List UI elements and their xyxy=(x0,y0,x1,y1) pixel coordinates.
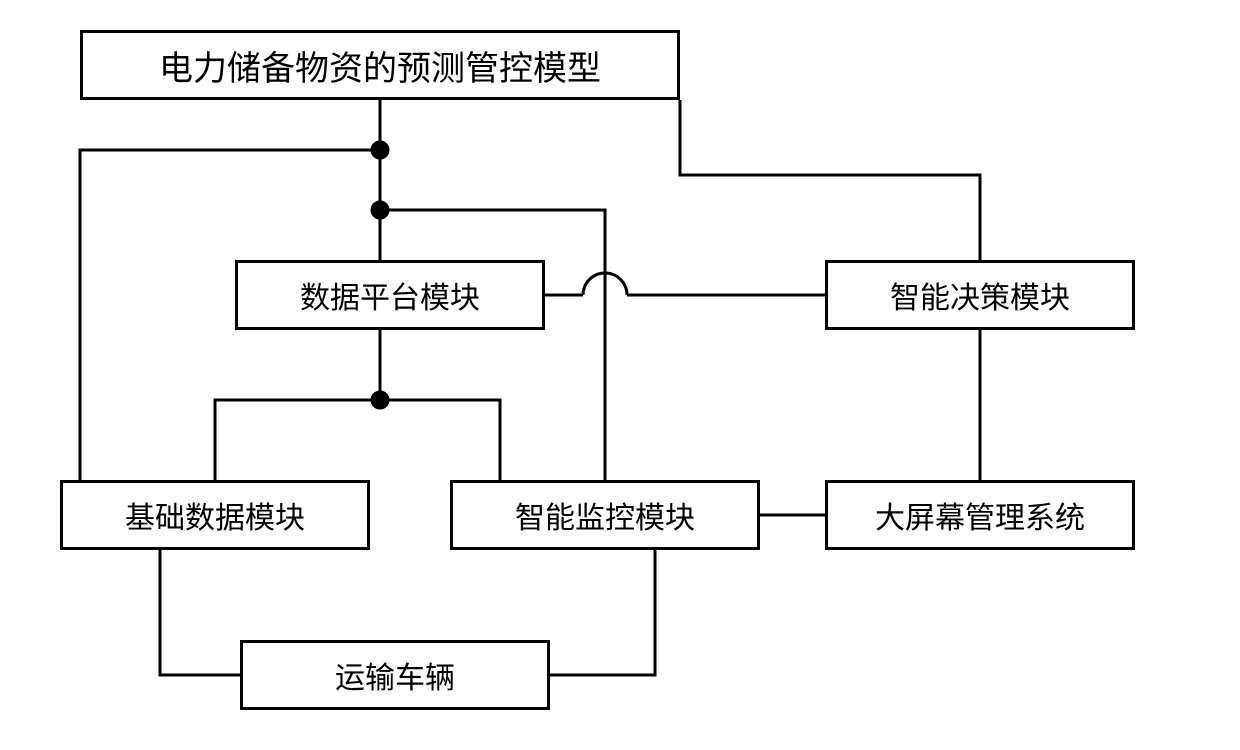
node-monitor: 智能监控模块 xyxy=(450,480,760,550)
node-label: 大屏幕管理系统 xyxy=(875,493,1085,537)
diagram-canvas: 电力储备物资的预测管控模型 数据平台模块 智能决策模块 基础数据模块 智能监控模… xyxy=(0,0,1240,750)
node-decision: 智能决策模块 xyxy=(825,260,1135,330)
connector-lines xyxy=(0,0,1240,750)
node-label: 运输车辆 xyxy=(335,653,455,697)
node-data-platform: 数据平台模块 xyxy=(235,260,545,330)
node-label: 数据平台模块 xyxy=(300,273,480,317)
node-label: 智能监控模块 xyxy=(515,493,695,537)
node-label: 基础数据模块 xyxy=(125,493,305,537)
node-root: 电力储备物资的预测管控模型 xyxy=(80,30,680,100)
node-vehicle: 运输车辆 xyxy=(240,640,550,710)
node-label: 电力储备物资的预测管控模型 xyxy=(159,41,601,90)
node-big-screen: 大屏幕管理系统 xyxy=(825,480,1135,550)
node-basic-data: 基础数据模块 xyxy=(60,480,370,550)
node-label: 智能决策模块 xyxy=(890,273,1070,317)
